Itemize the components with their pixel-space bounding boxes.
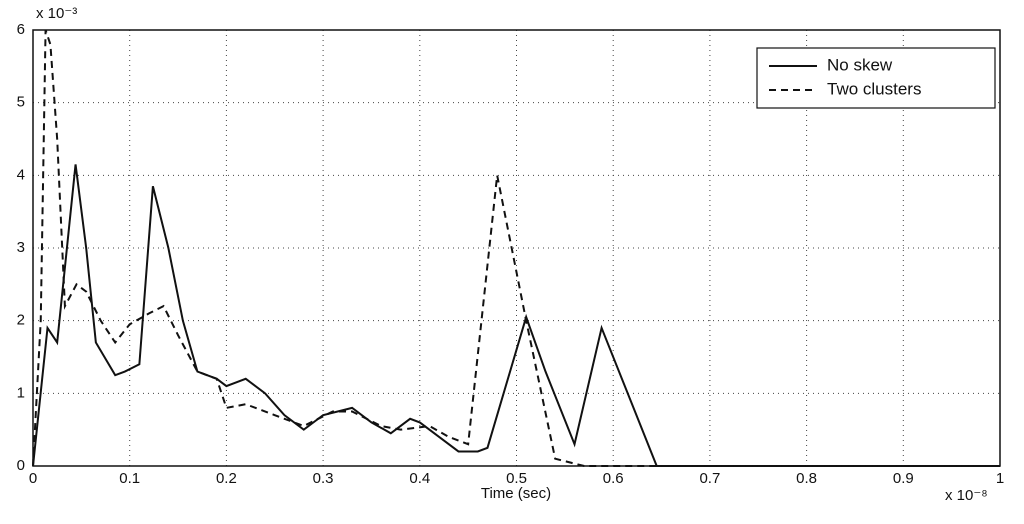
x-tick-label: 0.1 — [119, 470, 140, 487]
x-tick-label: 1 — [996, 470, 1004, 487]
series-line — [32, 29, 1000, 467]
x-axis-label: Time (sec) — [481, 485, 551, 502]
legend-label: No skew — [827, 55, 893, 74]
x-tick-label: 0 — [29, 470, 37, 487]
series-line — [32, 164, 1000, 467]
y-tick-label: 3 — [17, 239, 25, 256]
x-tick-label: 0.7 — [699, 470, 720, 487]
x-tick-label: 0.9 — [893, 470, 914, 487]
y-tick-label: 4 — [17, 166, 25, 183]
x-tick-label: 0.2 — [216, 470, 237, 487]
y-exponent: x 10⁻³ — [36, 5, 77, 22]
x-tick-label: 0.8 — [796, 470, 817, 487]
y-tick-label: 5 — [17, 94, 25, 111]
x-tick-label: 0.4 — [409, 470, 430, 487]
y-tick-label: 2 — [17, 312, 25, 329]
y-tick-label: 0 — [17, 457, 25, 474]
legend-box — [756, 47, 996, 109]
x-tick-label: 0.3 — [313, 470, 334, 487]
plot-frame — [32, 29, 1001, 467]
x-tick-label: 0.5 — [506, 470, 527, 487]
x-exponent: x 10⁻⁸ — [945, 487, 988, 504]
y-tick-label: 1 — [17, 384, 25, 401]
x-tick-label: 0.6 — [603, 470, 624, 487]
legend-label: Two clusters — [827, 79, 921, 98]
y-tick-label: 6 — [17, 21, 25, 38]
